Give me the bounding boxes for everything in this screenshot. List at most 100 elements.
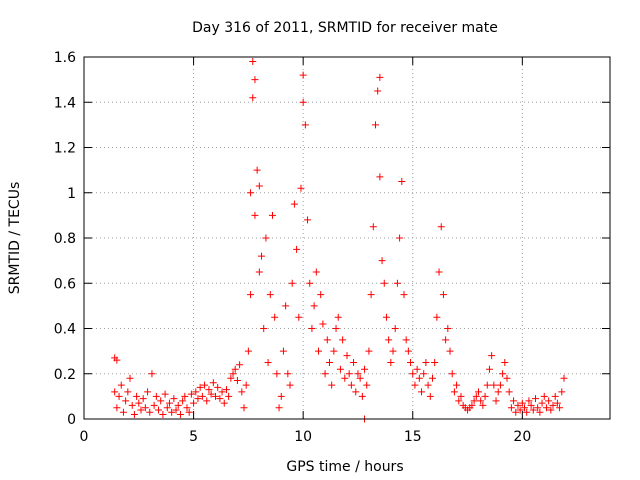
data-point [501, 358, 509, 366]
data-point [339, 336, 347, 344]
y-tick-label: 0.4 [54, 322, 76, 338]
data-point [475, 388, 482, 396]
axis-ticks: 0 0.2 0.4 0.6 0.8 1 1.2 1.4 1.6 0 5 10 15 20 [54, 50, 610, 445]
data-point [135, 399, 143, 407]
data-point [418, 388, 426, 396]
data-point [133, 392, 141, 400]
data-point [299, 98, 307, 106]
data-point [531, 395, 539, 403]
data-point [161, 390, 169, 398]
data-point [284, 370, 292, 378]
data-point [361, 365, 369, 373]
data-point [336, 365, 344, 373]
data-point [437, 223, 445, 231]
data-point [433, 313, 441, 321]
data-point [273, 370, 281, 378]
data-point [113, 356, 121, 364]
data-point [472, 392, 480, 400]
data-point [420, 370, 428, 378]
y-tick-label: 1 [67, 186, 76, 202]
data-point [255, 182, 263, 190]
data-point [446, 347, 454, 355]
data-point [196, 383, 204, 391]
data-point [389, 347, 397, 355]
data-point [183, 404, 191, 412]
y-tick-label: 0.6 [54, 276, 76, 292]
data-point [470, 397, 478, 405]
data-point [363, 381, 371, 389]
data-point [387, 358, 395, 366]
data-point [404, 347, 412, 355]
data-point [266, 291, 274, 299]
data-point [244, 347, 252, 355]
data-point [547, 406, 555, 414]
data-point [253, 166, 261, 174]
data-point [216, 395, 224, 403]
data-point [540, 392, 548, 400]
y-tick-label: 1.4 [54, 95, 76, 111]
data-point [181, 392, 189, 400]
data-point [332, 325, 340, 332]
data-point [499, 370, 507, 378]
data-point [457, 392, 465, 400]
data-point [139, 395, 147, 403]
data-point [521, 404, 529, 412]
data-point [144, 388, 152, 396]
data-point [371, 121, 379, 129]
data-point [525, 397, 533, 405]
data-point [277, 392, 285, 400]
data-point [306, 279, 314, 287]
data-point [279, 347, 287, 355]
data-point [325, 358, 333, 366]
data-point [402, 336, 410, 344]
data-point [315, 347, 323, 355]
data-point [262, 234, 270, 242]
data-point [317, 291, 325, 299]
data-point [124, 388, 132, 396]
data-point [163, 404, 171, 412]
data-point [551, 392, 559, 400]
data-point [356, 374, 364, 382]
data-point [396, 234, 404, 242]
data-point [542, 404, 550, 412]
data-point [538, 399, 546, 407]
data-point [157, 397, 165, 405]
data-point [393, 279, 401, 287]
y-tick-label: 0.2 [54, 367, 76, 383]
data-point [518, 399, 526, 407]
data-point [468, 401, 476, 409]
data-point [249, 58, 257, 66]
data-point [146, 408, 154, 416]
data-point [247, 291, 255, 299]
data-point [174, 401, 182, 409]
data-point [527, 401, 535, 409]
data-point [148, 370, 156, 378]
data-point [516, 406, 524, 414]
data-point [222, 386, 230, 394]
data-point [536, 408, 544, 416]
data-point [505, 388, 513, 396]
data-point [117, 381, 125, 389]
data-point [439, 291, 447, 299]
data-point [492, 397, 500, 405]
data-point [358, 392, 366, 400]
data-point [299, 71, 307, 79]
data-point [435, 268, 443, 276]
data-point [205, 386, 213, 394]
data-point [553, 399, 561, 407]
data-point [233, 377, 241, 385]
data-point [415, 374, 423, 382]
data-point [369, 223, 377, 231]
data-point [477, 397, 485, 405]
data-point [409, 370, 417, 378]
data-point [251, 211, 259, 219]
data-point [190, 399, 198, 407]
data-point [141, 404, 149, 412]
data-point [301, 121, 309, 129]
data-point [354, 370, 362, 378]
data-point [203, 397, 211, 405]
data-point [455, 397, 463, 405]
data-point [479, 401, 487, 409]
data-point [448, 370, 456, 378]
data-point [295, 313, 303, 321]
